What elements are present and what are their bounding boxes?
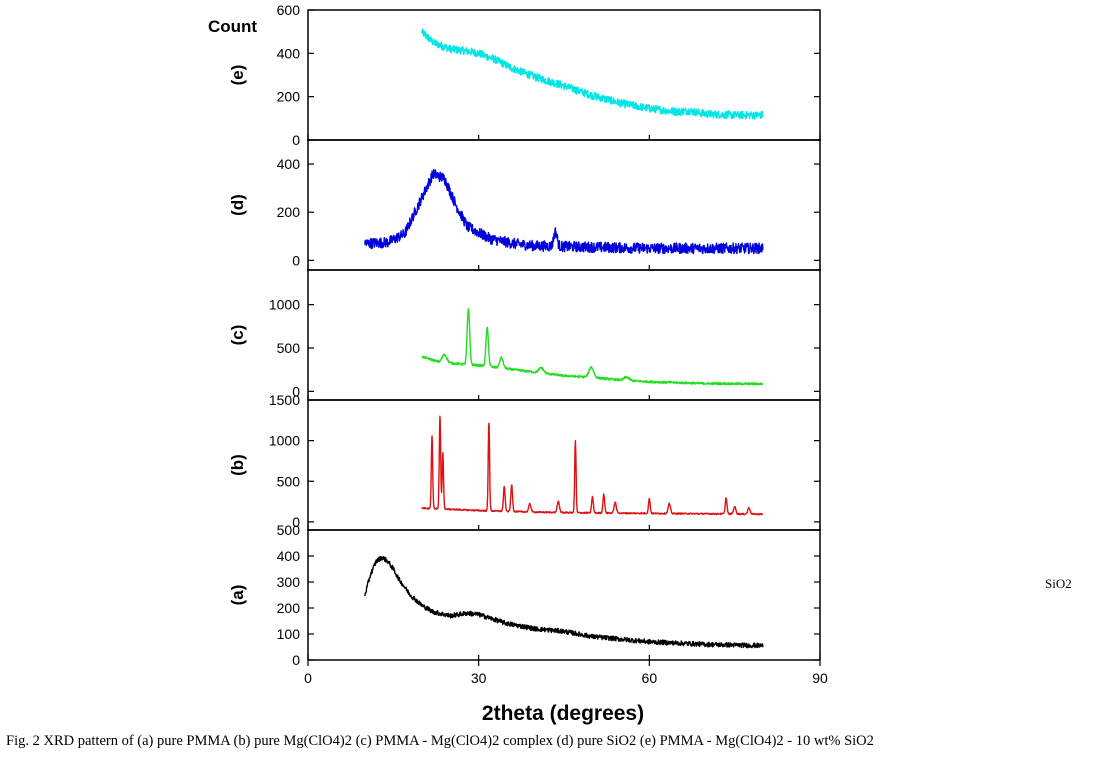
y-tick-label: 400 [277, 156, 301, 172]
y-tick-label: 0 [292, 514, 300, 530]
y-tick-label: 400 [277, 548, 301, 564]
y-tick-label: 0 [292, 383, 300, 399]
y-tick-label: 1000 [269, 297, 300, 313]
panel-label: (a) [228, 585, 247, 606]
panel-label: (d) [228, 194, 247, 216]
x-axis: 0 30 60 90 [304, 660, 828, 686]
panel-frame [307, 269, 821, 401]
x-tick-label: 90 [812, 670, 828, 686]
y-tick-label: 200 [277, 204, 301, 220]
panels: 0200400600(e)0200400(d)05001000(c)050010… [228, 2, 821, 668]
y-tick-label: 0 [292, 652, 300, 668]
y-tick-label: 200 [277, 600, 301, 616]
panel-d: 0 200 400 (d) [228, 139, 821, 271]
y-tick-label: 500 [277, 473, 301, 489]
panel-frame [307, 9, 821, 141]
y-tick-label: 100 [277, 626, 301, 642]
series-line-d [364, 168, 764, 255]
y-tick-label: 300 [277, 574, 301, 590]
panel-b: 0 500 1000 1500 (b) [228, 392, 821, 531]
y-tick-label: 400 [277, 45, 301, 61]
y-tick-label: 0 [292, 252, 300, 268]
x-tick-label: 30 [471, 670, 487, 686]
sio2-side-note: SiO2 [1045, 576, 1072, 591]
panel-e: 0 200 400 600 (e) [228, 2, 821, 148]
x-tick-label: 0 [304, 670, 312, 686]
y-tick-label: 1500 [269, 392, 300, 408]
x-axis-title: 2theta (degrees) [482, 702, 644, 725]
series-line-c [421, 308, 764, 386]
count-label: Count [208, 17, 257, 36]
panel-c: 0 500 1000 (c) [228, 269, 821, 401]
series-line-a [364, 555, 764, 649]
y-tick-label: 600 [277, 2, 301, 18]
panel-frame [307, 529, 821, 661]
panel-label: (c) [228, 325, 247, 346]
panel-label: (b) [228, 454, 247, 476]
y-tick-label: 1000 [269, 433, 300, 449]
y-tick-label: 200 [277, 89, 301, 105]
figure-caption: Fig. 2 XRD pattern of (a) pure PMMA (b) … [6, 733, 874, 749]
series-line-e [421, 28, 764, 120]
y-tick-label: 500 [277, 522, 301, 538]
panel-a: 0 100 200 300 400 500 (a) [228, 522, 821, 668]
x-tick-label: 60 [642, 670, 658, 686]
y-tick-label: 0 [292, 132, 300, 148]
series-line-b [421, 415, 764, 516]
panel-frame [307, 399, 821, 531]
y-tick-label: 500 [277, 340, 301, 356]
panel-label: (e) [228, 65, 247, 86]
